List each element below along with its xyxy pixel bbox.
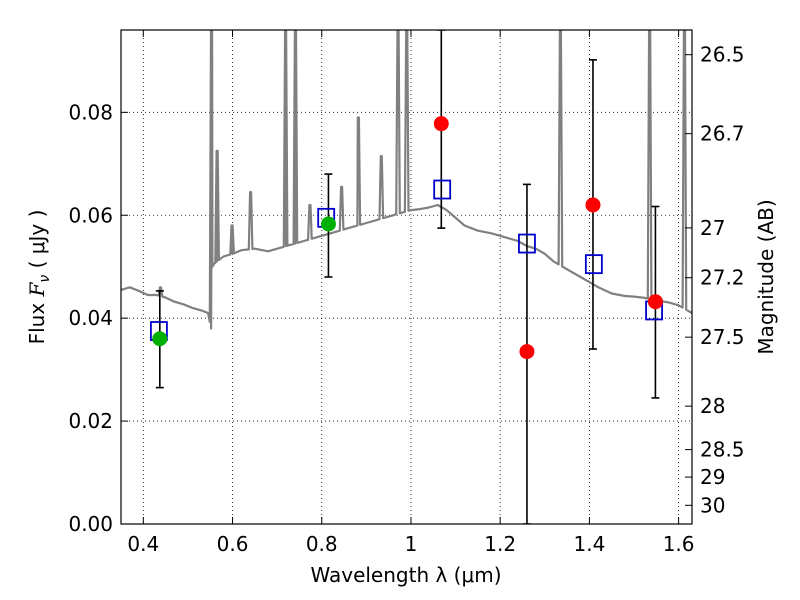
data-markers xyxy=(150,116,663,360)
right-tick-label: 26.7 xyxy=(700,122,745,146)
optical-flux-point xyxy=(320,216,336,232)
nir-flux-point xyxy=(433,116,449,132)
x-axis-label: Wavelength λ (μm) xyxy=(310,563,501,587)
nir-flux-point xyxy=(519,344,535,360)
x-tick-label: 0.4 xyxy=(127,532,159,556)
spectrum-line xyxy=(121,30,692,330)
plot-frame xyxy=(120,29,693,525)
nir-flux-point xyxy=(647,294,663,310)
y-tick-label: 0.02 xyxy=(68,409,113,433)
right-tick-label: 27.2 xyxy=(700,266,745,290)
right-tick-label: 27.5 xyxy=(700,325,745,349)
y-tick-label: 0.00 xyxy=(68,512,113,536)
right-tick-label: 29 xyxy=(700,465,725,489)
model-flux-square xyxy=(518,233,536,254)
plot-area xyxy=(121,30,692,524)
x-tick-label: 0.8 xyxy=(306,532,338,556)
right-tick-label: 30 xyxy=(700,493,725,517)
y-tick-label: 0.08 xyxy=(68,100,113,124)
right-tick-label: 26.5 xyxy=(700,43,745,67)
right-tick-label: 27 xyxy=(700,216,725,240)
y-axis-label-subscript: ν xyxy=(37,275,53,283)
model-flux-square xyxy=(433,179,452,200)
y-tick-label: 0.04 xyxy=(68,306,113,330)
y-axis-label: Flux Fν ( μJy ) xyxy=(25,210,53,345)
y-axis-label-prefix: Flux xyxy=(25,296,49,344)
y-tick-label: 0.06 xyxy=(68,203,113,227)
axis-ticks xyxy=(121,30,692,525)
x-tick-label: 1.2 xyxy=(484,532,516,556)
right-tick-label: 28 xyxy=(700,394,725,418)
x-tick-label: 1 xyxy=(405,532,418,556)
y-axis-label-symbol: F xyxy=(25,281,49,297)
x-tick-label: 1.6 xyxy=(663,532,695,556)
x-tick-label: 1.4 xyxy=(573,532,605,556)
x-tick-label: 0.6 xyxy=(217,532,249,556)
template-spectrum xyxy=(121,30,692,330)
tick-labels: 0.4 0.6 0.8 1 1.2 1.4 1.6 0.00 0.02 0.04 0.06 0.08 2… xyxy=(68,43,744,556)
right-tick-label: 28.5 xyxy=(700,438,745,462)
optical-flux-point xyxy=(152,331,168,347)
right-axis-label: Magnitude (AB) xyxy=(754,199,778,354)
model-flux-square xyxy=(584,254,603,275)
nir-flux-point xyxy=(585,197,601,213)
y-axis-label-suffix: ( μJy ) xyxy=(25,210,49,275)
